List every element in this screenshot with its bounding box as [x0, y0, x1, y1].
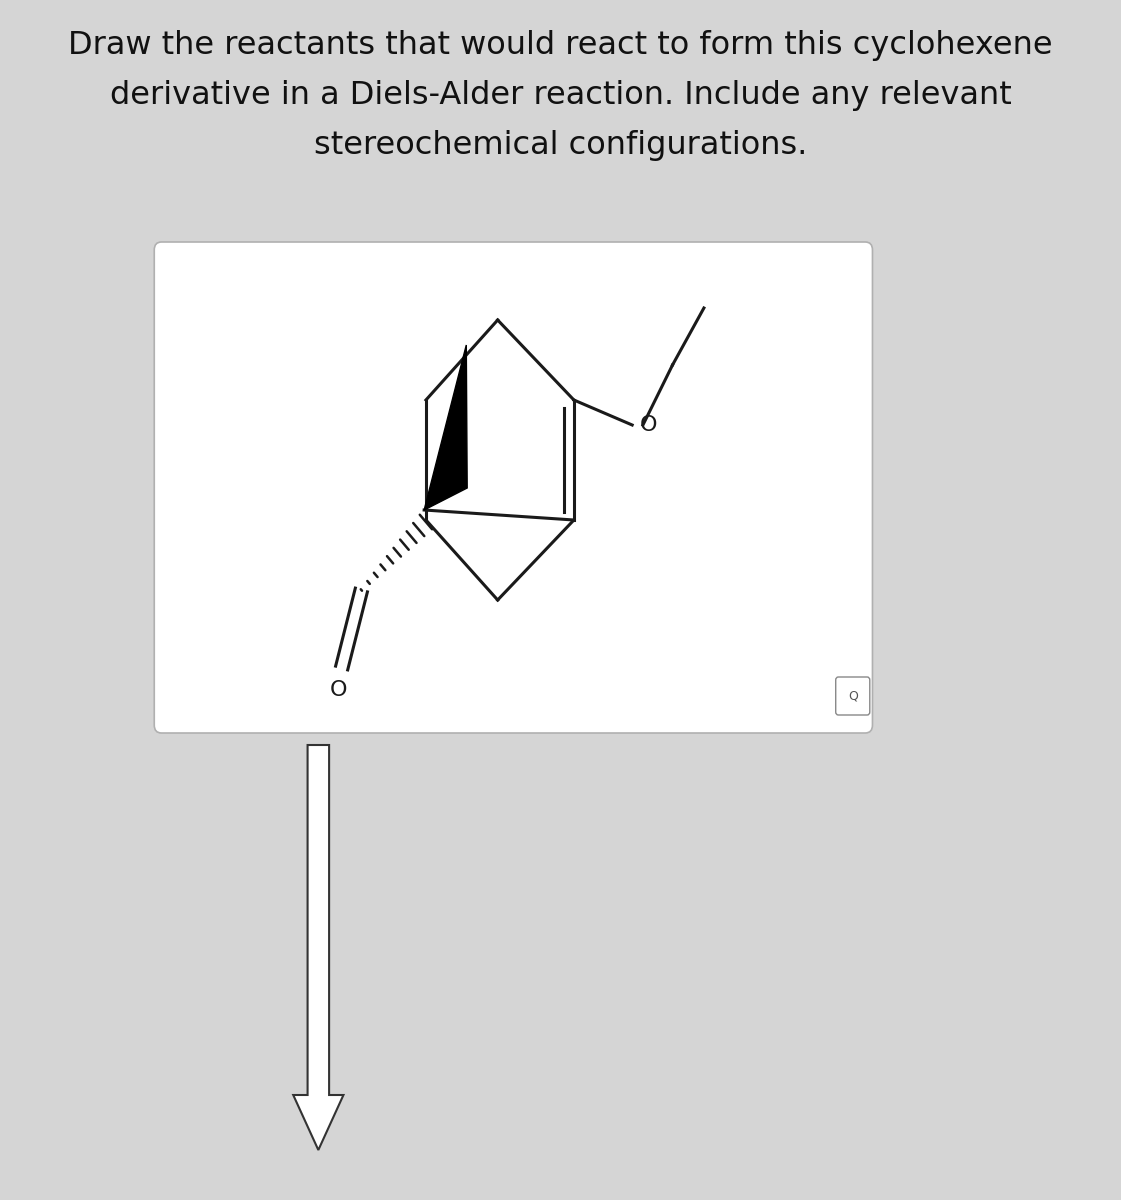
Text: Q: Q: [847, 690, 858, 702]
FancyBboxPatch shape: [155, 242, 872, 733]
Text: Draw the reactants that would react to form this cyclohexene: Draw the reactants that would react to f…: [68, 30, 1053, 61]
Text: O: O: [639, 415, 657, 434]
Polygon shape: [424, 346, 467, 510]
Text: stereochemical configurations.: stereochemical configurations.: [314, 130, 807, 161]
Polygon shape: [294, 745, 343, 1150]
Text: derivative in a Diels-Alder reaction. Include any relevant: derivative in a Diels-Alder reaction. In…: [110, 80, 1011, 110]
Text: O: O: [331, 680, 348, 700]
FancyBboxPatch shape: [836, 677, 870, 715]
